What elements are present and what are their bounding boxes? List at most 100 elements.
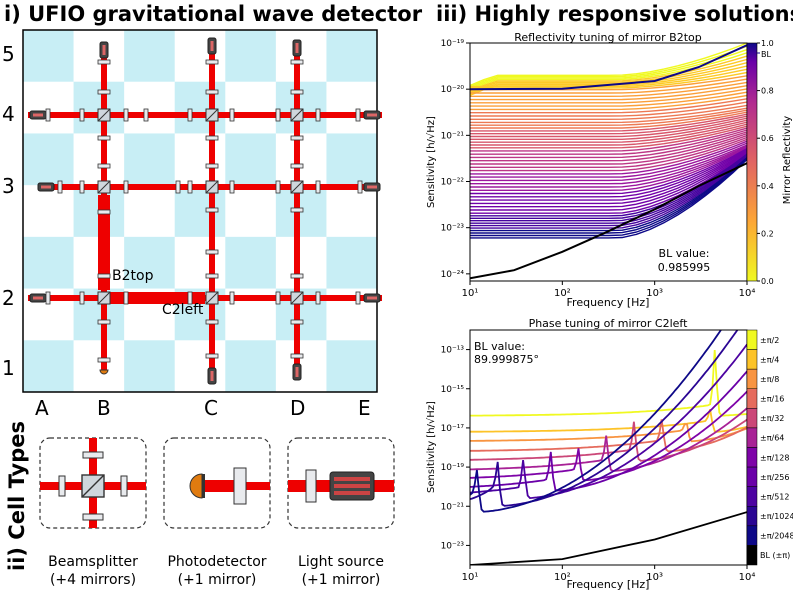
photodetector-icon [189,473,203,499]
reflectivity-series-line [470,146,747,188]
mirror-icon [123,291,129,305]
phase-series-line [470,390,747,482]
cell-sub: (+1 mirror) [177,572,257,588]
colorbar-tick-label: 1.0 [761,39,774,48]
phase-legend-swatch [746,388,758,409]
mirror-icon [97,357,111,363]
reflectivity-series-line [470,94,747,111]
colorbar-tick-label: 0.2 [761,229,774,238]
reflectivity-series-line [470,138,747,172]
phase-legend-swatch [746,506,758,527]
y-tick-label: 10⁻²¹ [441,131,465,141]
phase-series-line [470,422,747,443]
grid-tile [326,340,377,392]
grid-tile [275,81,327,134]
x-tick-label: 10³ [646,572,663,583]
reflectivity-series-line [470,158,747,239]
mirror-icon [175,180,181,194]
phase-legend-label: ±π/64 [760,434,784,443]
cell-types [39,437,395,529]
mirror-icon [187,291,193,305]
grid-tile [23,30,74,82]
mirror-icon [123,108,129,122]
phase-legend-label: ±π/4 [760,355,779,364]
beamsplitter-diagonal [205,291,219,305]
y-tick-label: 10⁻²⁴ [441,270,465,280]
phase-legend-label: ±π/512 [760,492,789,501]
grid-tile [225,133,276,186]
cell-name: Beamsplitter [48,554,138,570]
reflectivity-series-line [470,154,747,220]
laser-core [33,113,43,117]
phase-legend-swatch [746,329,758,350]
x-tick-label: 10³ [646,288,663,299]
laser-core [295,367,299,377]
reflectivity-series-line [470,153,747,214]
reflectivity-series-line [470,131,747,159]
y-tick-label: 10⁻¹⁷ [441,424,465,434]
reflectivity-series-line [470,111,747,129]
mirror-icon [205,207,219,213]
grid-tile [326,30,377,82]
mirror-icon [275,291,281,305]
reflectivity-series-line [470,117,747,138]
laser-core [210,41,214,51]
mirror-icon [290,273,304,279]
reflectivity-series-line [470,68,747,88]
mirror-icon [97,135,111,141]
reflectivity-series-line [470,147,747,192]
cell-label-photodetector: Photodetector (+1 mirror) [157,553,277,589]
x-tick-label: 10⁴ [739,288,756,299]
grid-tile [73,81,125,134]
y-tick-label: 10⁻¹⁹ [441,463,465,473]
reflectivity-series-line [470,104,747,121]
reflectivity-series-line [470,45,747,88]
phase-series-line [470,511,747,565]
phase-series-line [470,419,747,453]
phase-legend-swatch [746,447,758,468]
reflectivity-series-line [470,147,747,195]
mirror-icon [205,89,219,95]
reflectivity-series-line [470,78,747,94]
x-tick-label: 10⁴ [739,572,756,583]
colorbar-tick-label: 0.4 [761,182,774,191]
mirror-icon [275,180,281,194]
reflectivity-series-line [470,152,747,211]
reflectivity-series-line [470,101,747,117]
reflectivity-series-line [470,119,747,141]
y-tick-label: 10⁻²³ [441,541,465,551]
reflectivity-series-line [470,43,747,87]
col-label-c: C [204,396,218,420]
mirror-icon [355,291,361,305]
reflectivity-series-line [470,134,747,165]
x-tick-label: 10² [554,572,571,583]
mirror-icon [205,249,219,255]
y-tick-label: 10⁻¹⁹ [441,39,465,49]
y-tick-label: 10⁻¹³ [441,346,465,356]
chart2-annot-1: BL value: [474,340,525,353]
mirror-icon [120,475,128,497]
reflectivity-series-line [470,150,747,205]
y-tick-label: 10⁻²³ [441,224,465,234]
beamsplitter-diagonal [205,108,219,122]
cell-label-beamsplitter: Beamsplitter (+4 mirrors) [33,553,153,589]
phase-series-line [470,330,739,507]
mirror-icon [82,451,104,459]
y-tick-label: 10⁻²¹ [441,502,465,512]
mirror-icon [229,291,235,305]
mirror-icon [187,180,193,194]
phase-legend-swatch [746,525,758,546]
mirror-icon [290,89,304,95]
grid-tile [225,236,276,289]
mirror-icon [97,89,111,95]
laser-core [41,185,51,189]
panel3-title: iii) Highly responsive solutions [436,2,793,26]
reflectivity-series-line [470,129,747,155]
mirror-icon [355,108,361,122]
reflectivity-series-line [470,109,747,126]
reflectivity-series-line [470,123,747,146]
mirror-icon [205,59,219,65]
reflectivity-series-line [470,142,747,178]
mirror-icon [205,273,219,279]
grid-tile [23,340,74,392]
